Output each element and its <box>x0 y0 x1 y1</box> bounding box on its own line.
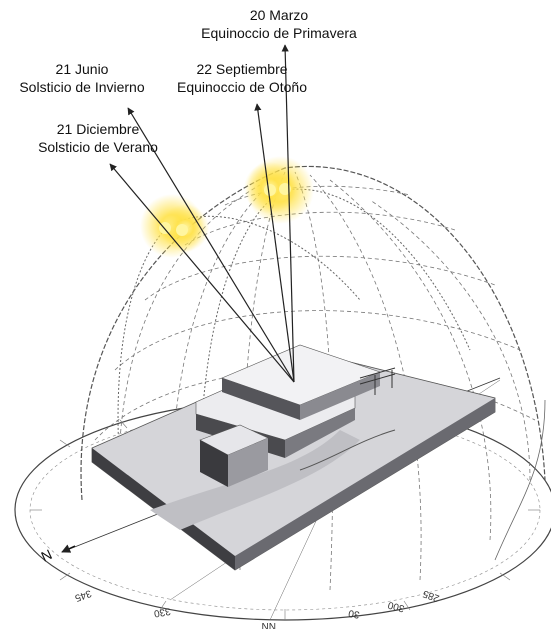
svg-text:21 Junio: 21 Junio <box>56 61 109 77</box>
compass-tick-0: 345 <box>73 587 93 603</box>
svg-text:Equinoccio de Primavera: Equinoccio de Primavera <box>201 25 357 41</box>
label-march: 20 Marzo Equinoccio de Primavera <box>201 7 357 41</box>
svg-text:20 Marzo: 20 Marzo <box>250 7 309 23</box>
label-june: 21 Junio Solsticio de Invierno <box>19 61 145 95</box>
svg-text:Equinoccio de Otoño: Equinoccio de Otoño <box>177 79 307 95</box>
svg-text:22 Septiembre: 22 Septiembre <box>196 61 287 77</box>
svg-text:Solsticio de Verano: Solsticio de Verano <box>38 139 158 155</box>
compass-tick-3: 30 <box>347 607 360 620</box>
label-september: 22 Septiembre Equinoccio de Otoño <box>177 61 307 95</box>
building-model <box>91 344 496 571</box>
sun-rays <box>109 44 295 383</box>
ray-march <box>281 44 295 383</box>
svg-text:Solsticio de Invierno: Solsticio de Invierno <box>19 79 145 95</box>
compass-north: N <box>39 546 55 565</box>
compass-tick-2: NN <box>262 620 276 629</box>
label-december: 21 Diciembre Solsticio de Verano <box>38 121 158 155</box>
compass-tick-4: 285 <box>421 587 441 603</box>
compass-tick-1: 330 <box>153 605 172 619</box>
compass-tick-5: 300 <box>386 599 405 614</box>
svg-text:21 Diciembre: 21 Diciembre <box>57 121 140 137</box>
ray-december <box>109 163 295 383</box>
ray-june <box>127 107 295 383</box>
sun-positions <box>140 156 314 258</box>
ray-september <box>254 103 295 383</box>
compass-labels: N 345 330 NN 30 285 300 <box>39 546 442 629</box>
